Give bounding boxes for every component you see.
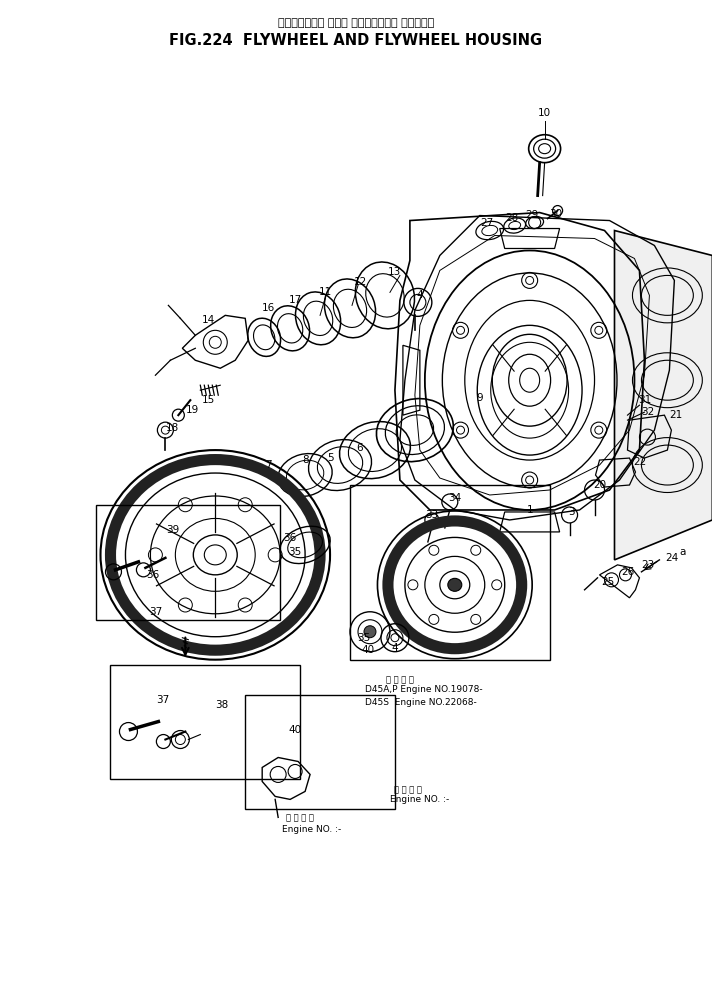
Text: 19: 19 bbox=[185, 405, 199, 415]
Circle shape bbox=[364, 625, 376, 637]
Text: 23: 23 bbox=[641, 560, 654, 570]
Text: 1: 1 bbox=[526, 505, 533, 515]
Text: 3: 3 bbox=[568, 507, 575, 517]
Text: 33: 33 bbox=[425, 510, 438, 520]
Text: 6: 6 bbox=[356, 443, 364, 453]
Text: D45S  Engine NO.22068-: D45S Engine NO.22068- bbox=[365, 699, 477, 707]
Text: 適 用 番 号: 適 用 番 号 bbox=[286, 813, 314, 822]
Text: 28: 28 bbox=[505, 212, 518, 222]
Text: 12: 12 bbox=[354, 278, 366, 288]
Text: 8: 8 bbox=[302, 455, 309, 465]
Text: 37: 37 bbox=[149, 607, 162, 617]
Text: 37: 37 bbox=[155, 695, 169, 704]
Text: 35: 35 bbox=[357, 632, 371, 643]
Bar bbox=[245, 695, 395, 809]
Text: Engine NO. :-: Engine NO. :- bbox=[390, 795, 449, 804]
Bar bbox=[350, 485, 550, 660]
Text: 27: 27 bbox=[480, 217, 493, 227]
Text: 11: 11 bbox=[319, 288, 332, 297]
Text: 16: 16 bbox=[262, 303, 275, 313]
Text: Engine NO. :-: Engine NO. :- bbox=[282, 825, 342, 834]
Text: 34: 34 bbox=[448, 493, 461, 503]
Text: D45A,P Engine NO.19078-: D45A,P Engine NO.19078- bbox=[365, 685, 483, 695]
Text: 40: 40 bbox=[289, 724, 302, 734]
Text: 25: 25 bbox=[601, 577, 614, 587]
Text: 26: 26 bbox=[621, 567, 634, 577]
Text: 31: 31 bbox=[638, 395, 651, 405]
Text: 14: 14 bbox=[202, 315, 215, 325]
Text: 4: 4 bbox=[416, 290, 424, 300]
Text: 17: 17 bbox=[289, 295, 302, 305]
Text: 39: 39 bbox=[165, 525, 179, 535]
Text: 40: 40 bbox=[361, 645, 374, 655]
Bar bbox=[111, 665, 300, 780]
Text: 24: 24 bbox=[665, 553, 678, 563]
Text: 適 用 番 号: 適 用 番 号 bbox=[386, 675, 414, 684]
Text: 35: 35 bbox=[289, 547, 302, 557]
Text: 38: 38 bbox=[215, 700, 229, 709]
Text: 15: 15 bbox=[202, 395, 215, 405]
Text: 7: 7 bbox=[265, 460, 272, 470]
Text: フライホイール および フライホイール ハウジング: フライホイール および フライホイール ハウジング bbox=[278, 18, 434, 28]
Text: 10: 10 bbox=[538, 108, 551, 118]
Text: a: a bbox=[679, 547, 686, 557]
Text: 22: 22 bbox=[633, 457, 646, 467]
Ellipse shape bbox=[448, 578, 462, 591]
Text: 5: 5 bbox=[327, 453, 334, 463]
Polygon shape bbox=[615, 230, 712, 560]
Text: FIG.224  FLYWHEEL AND FLYWHEEL HOUSING: FIG.224 FLYWHEEL AND FLYWHEEL HOUSING bbox=[170, 34, 543, 48]
Text: 30: 30 bbox=[549, 208, 562, 218]
Text: 18: 18 bbox=[165, 423, 179, 433]
Bar bbox=[96, 505, 280, 619]
Text: 36: 36 bbox=[284, 533, 297, 543]
Text: 13: 13 bbox=[389, 268, 401, 278]
Text: 20: 20 bbox=[593, 480, 606, 490]
Text: 36: 36 bbox=[145, 570, 159, 580]
Text: 4: 4 bbox=[391, 643, 399, 653]
Text: 9: 9 bbox=[476, 393, 483, 403]
Text: 32: 32 bbox=[641, 407, 654, 417]
Text: 適 用 番 号: 適 用 番 号 bbox=[394, 784, 422, 794]
Text: 29: 29 bbox=[525, 209, 538, 219]
Text: 21: 21 bbox=[669, 410, 682, 420]
